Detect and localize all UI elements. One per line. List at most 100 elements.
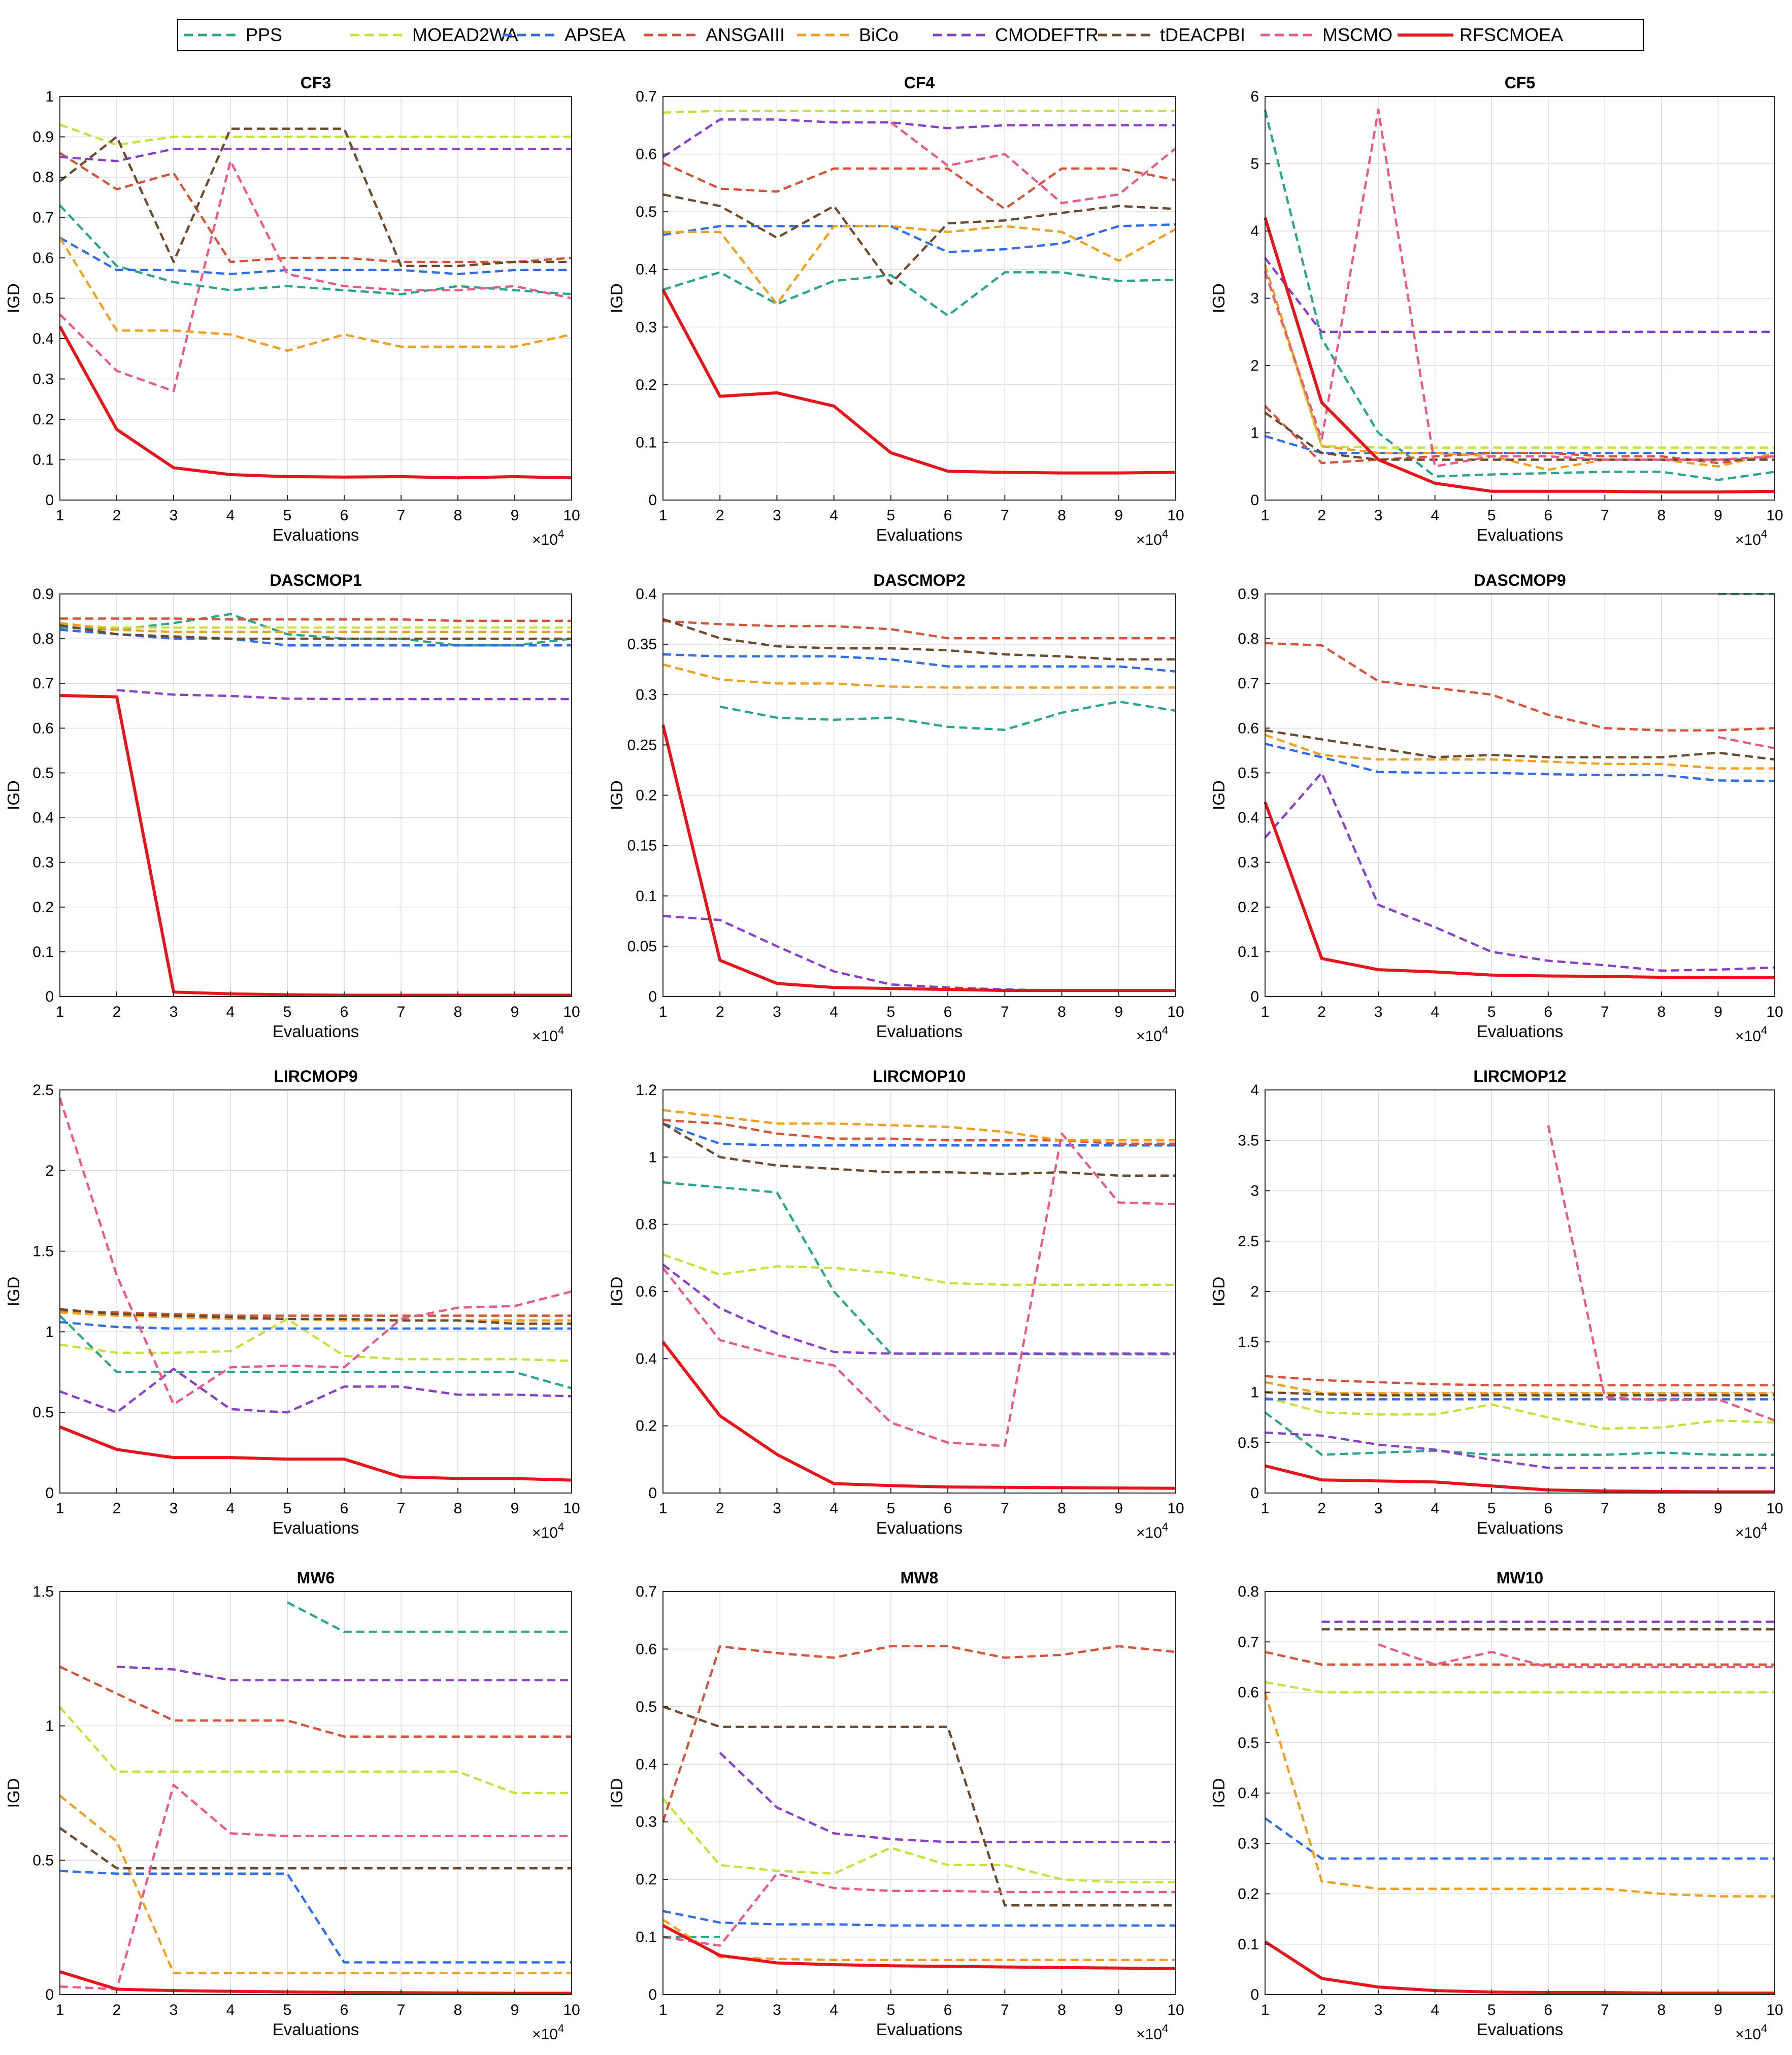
x-tick-label: 3 xyxy=(773,507,781,524)
y-tick-label: 0.6 xyxy=(636,1283,657,1300)
y-tick-label: 0.6 xyxy=(636,146,657,163)
x-tick-label: 2 xyxy=(1317,507,1326,524)
x-multiplier-base: ×10 xyxy=(1136,1524,1162,1541)
y-tick-label: 0.6 xyxy=(636,1641,657,1658)
x-tick-label: 1 xyxy=(1261,2002,1270,2018)
x-tick-label: 1 xyxy=(1261,1500,1270,1517)
series-line-ansgaiii xyxy=(59,152,572,263)
x-multiplier-exponent: 4 xyxy=(558,527,564,540)
series-line-rfscmoea xyxy=(1264,217,1775,494)
series-group xyxy=(662,618,1176,992)
x-tick-label: 5 xyxy=(1487,2002,1496,2018)
y-axis-label: IGD xyxy=(4,283,23,313)
series-line-rfscmoea xyxy=(662,724,1176,992)
series-line-bico xyxy=(1264,1692,1775,1898)
legend: PPS MOEAD2WA APSEA ANSGAIII BiCo CMODEFTR tDEA… xyxy=(177,19,1644,51)
x-tick-label: 4 xyxy=(226,1500,235,1517)
y-tick-label: 0 xyxy=(1250,988,1259,1005)
y-tick-label: 2.5 xyxy=(1238,1233,1259,1250)
series-line-moead2wa xyxy=(662,1253,1176,1286)
x-multiplier-base: ×10 xyxy=(532,1524,558,1541)
plot-area xyxy=(60,1592,572,1995)
x-tick-label: 10 xyxy=(1766,2002,1783,2018)
x-tick-label: 3 xyxy=(773,1004,781,1020)
legend-label-moead2wa: MOEAD2WA xyxy=(412,24,518,45)
series-line-rfscmoea xyxy=(59,694,572,997)
chart-mw8: 1 2 3 4 5 6 7 8 9 10 0 0.1 0.2 0.3 0.4 0.5 0.6 0.7 MW8 Eval… xyxy=(607,1569,1184,2043)
x-multiplier: ×104 xyxy=(1735,2022,1767,2043)
y-axis-label: IGD xyxy=(1209,1778,1228,1808)
series-line-rfscmoea xyxy=(662,1341,1176,1490)
chart-title: MW6 xyxy=(297,1569,335,1587)
legend-label-apsea: APSEA xyxy=(565,24,625,45)
x-tick-label: 4 xyxy=(829,507,838,524)
x-multiplier-base: ×10 xyxy=(532,532,558,548)
x-axis-label: Evaluations xyxy=(876,525,963,544)
series-line-apsea xyxy=(662,223,1176,253)
y-tick-label: 0 xyxy=(648,1485,657,1502)
y-tick-label: 0.8 xyxy=(32,169,54,186)
y-tick-label: 0.4 xyxy=(636,1350,657,1367)
y-tick-label: 0.2 xyxy=(1238,899,1259,916)
x-tick-label: 5 xyxy=(1487,507,1496,524)
series-line-moead2wa xyxy=(662,1798,1176,1884)
y-tick-label: 0.5 xyxy=(32,290,54,307)
series-line-tdeacpbi xyxy=(1265,729,1775,761)
x-multiplier-exponent: 4 xyxy=(558,1024,564,1037)
x-multiplier-base: ×10 xyxy=(532,1028,558,1045)
y-tick-label: 0.2 xyxy=(636,1871,657,1888)
x-tick-label: 10 xyxy=(1167,507,1184,524)
x-tick-label: 6 xyxy=(1544,507,1552,524)
ticks: 1 2 3 4 5 6 7 8 9 10 0 0.5 1 1.5 2 2.5 xyxy=(32,1082,580,1517)
y-tick-label: 0.1 xyxy=(636,1929,657,1946)
chart-title: MW10 xyxy=(1497,1569,1543,1587)
x-tick-label: 3 xyxy=(773,2002,781,2018)
y-tick-label: 0.8 xyxy=(32,631,54,647)
y-tick-label: 0.7 xyxy=(32,210,54,226)
y-tick-label: 0.5 xyxy=(1238,765,1259,781)
x-multiplier: ×104 xyxy=(532,527,564,548)
x-tick-label: 8 xyxy=(1657,1004,1666,1020)
x-tick-label: 9 xyxy=(511,507,519,524)
series-line-cmodeftr xyxy=(662,1264,1176,1355)
y-tick-label: 0 xyxy=(648,492,657,509)
chart-cf3: 1 2 3 4 5 6 7 8 9 1000.10.20.30.40.50.60.70.80.91… xyxy=(4,74,580,548)
x-tick-label: 9 xyxy=(1714,1500,1722,1517)
x-tick-label: 2 xyxy=(716,2002,724,2018)
y-tick-label: 2 xyxy=(1250,357,1259,374)
x-tick-label: 9 xyxy=(1714,1004,1722,1020)
x-multiplier-exponent: 4 xyxy=(1761,1520,1767,1533)
series-line-moead2wa xyxy=(1265,1681,1775,1694)
series-line-moead2wa xyxy=(662,110,1176,114)
series-line-mscmo xyxy=(662,1132,1176,1447)
x-multiplier-exponent: 4 xyxy=(1162,1520,1168,1533)
y-tick-label: 0 xyxy=(648,1986,657,2003)
axes-box xyxy=(59,593,572,997)
x-multiplier: ×104 xyxy=(1136,1520,1168,1541)
series-line-cmodeftr xyxy=(662,915,1176,992)
series-line-rfscmoea xyxy=(1265,1464,1775,1494)
series-group xyxy=(662,110,1177,475)
series-line-moead2wa xyxy=(1264,271,1775,449)
series-line-ansgaiii xyxy=(60,617,572,622)
y-tick-label: 0 xyxy=(45,988,54,1005)
x-tick-label: 1 xyxy=(56,507,64,524)
x-multiplier-base: ×10 xyxy=(1136,532,1162,548)
ticks: 1 2 3 4 5 6 7 8 9 10 0 0.1 0.2 0.3 0.4 0.5 0.6 0.7 0.8 0.9 xyxy=(32,586,580,1020)
chart-title: CF3 xyxy=(301,74,331,92)
series-group xyxy=(662,1645,1176,1970)
series-line-rfscmoea xyxy=(59,1426,572,1482)
series-line-rfscmoea xyxy=(59,1970,572,1995)
x-tick-label: 6 xyxy=(1544,1004,1552,1020)
series-line-ansgaiii xyxy=(1265,1375,1775,1386)
y-axis-label: IGD xyxy=(4,1277,23,1307)
chart-lircmop10: 1 2 3 4 5 6 7 8 9 10 0 0.2 0.4 0.6 0.8 1 1.2 LIRCMOP10 Eva… xyxy=(607,1067,1184,1541)
x-tick-label: 3 xyxy=(1374,507,1383,524)
series-line-ansgaiii xyxy=(662,620,1176,640)
series-line-cmodeftr xyxy=(719,1751,1176,1843)
x-tick-label: 6 xyxy=(944,1500,952,1517)
ticks: 1 2 3 4 5 6 7 8 9 10 0 0.5 1 1.5 2 2.5 3 3.5 4 xyxy=(1238,1082,1783,1517)
x-tick-label: 9 xyxy=(1114,2002,1123,2018)
legend-label-pps: PPS xyxy=(246,24,282,45)
